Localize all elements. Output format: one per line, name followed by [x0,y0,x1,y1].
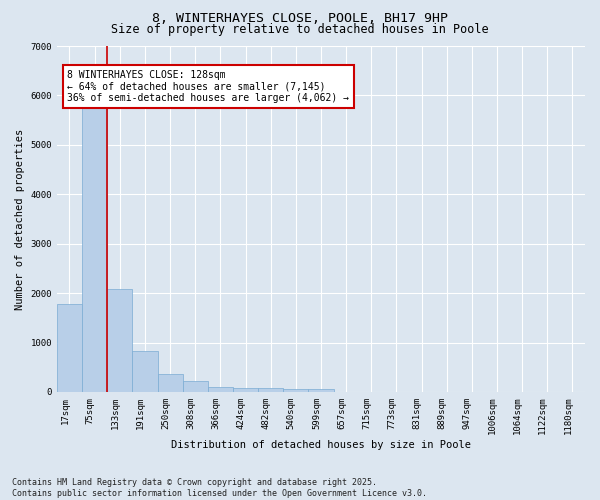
Bar [283,389,308,392]
Text: Size of property relative to detached houses in Poole: Size of property relative to detached ho… [111,22,489,36]
Bar [133,352,158,392]
Bar [308,390,334,392]
Bar [107,289,133,392]
Bar [208,386,233,392]
Bar [182,382,208,392]
Bar [233,388,258,392]
Text: Contains HM Land Registry data © Crown copyright and database right 2025.
Contai: Contains HM Land Registry data © Crown c… [12,478,427,498]
Text: 8 WINTERHAYES CLOSE: 128sqm
← 64% of detached houses are smaller (7,145)
36% of : 8 WINTERHAYES CLOSE: 128sqm ← 64% of det… [67,70,349,103]
X-axis label: Distribution of detached houses by size in Poole: Distribution of detached houses by size … [171,440,471,450]
Bar [158,374,182,392]
Bar [57,304,82,392]
Bar [258,388,283,392]
Text: 8, WINTERHAYES CLOSE, POOLE, BH17 9HP: 8, WINTERHAYES CLOSE, POOLE, BH17 9HP [152,12,448,26]
Bar [82,104,107,392]
Y-axis label: Number of detached properties: Number of detached properties [15,128,25,310]
